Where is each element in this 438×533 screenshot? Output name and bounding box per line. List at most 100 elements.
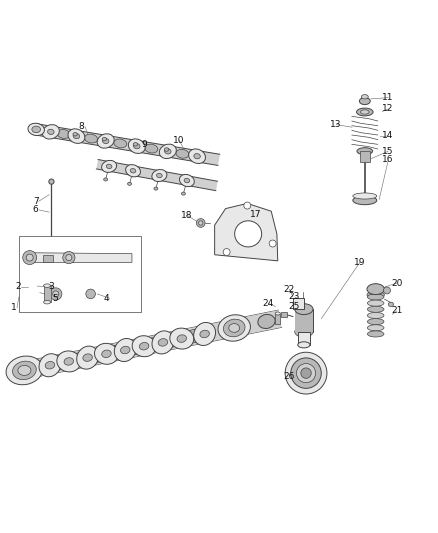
Circle shape xyxy=(66,255,72,261)
Ellipse shape xyxy=(194,154,200,159)
Ellipse shape xyxy=(223,319,245,337)
Ellipse shape xyxy=(39,354,61,377)
Ellipse shape xyxy=(32,126,41,133)
Ellipse shape xyxy=(184,179,190,183)
Ellipse shape xyxy=(73,133,80,139)
Circle shape xyxy=(269,240,276,247)
Circle shape xyxy=(63,252,75,264)
Ellipse shape xyxy=(95,343,118,364)
Text: 3: 3 xyxy=(48,282,54,292)
Ellipse shape xyxy=(127,182,131,185)
Text: 7: 7 xyxy=(33,197,39,206)
Ellipse shape xyxy=(145,338,162,351)
Ellipse shape xyxy=(367,300,384,306)
Ellipse shape xyxy=(18,366,31,375)
Ellipse shape xyxy=(353,193,377,199)
Ellipse shape xyxy=(367,284,385,295)
Ellipse shape xyxy=(164,148,169,151)
Polygon shape xyxy=(215,204,278,261)
Ellipse shape xyxy=(152,169,167,182)
Ellipse shape xyxy=(44,301,50,304)
Text: 17: 17 xyxy=(250,210,261,219)
Bar xyxy=(275,313,280,324)
Ellipse shape xyxy=(152,331,174,354)
Ellipse shape xyxy=(48,129,54,134)
Circle shape xyxy=(244,202,251,209)
Bar xyxy=(281,312,287,317)
Polygon shape xyxy=(9,310,282,382)
Ellipse shape xyxy=(165,149,171,154)
Ellipse shape xyxy=(159,144,177,158)
Ellipse shape xyxy=(361,94,368,99)
Ellipse shape xyxy=(359,98,370,104)
Ellipse shape xyxy=(357,108,373,116)
Text: 19: 19 xyxy=(354,257,365,266)
Circle shape xyxy=(49,288,62,300)
Ellipse shape xyxy=(70,353,87,366)
Ellipse shape xyxy=(13,361,36,379)
Circle shape xyxy=(196,219,205,228)
Ellipse shape xyxy=(77,346,99,369)
Polygon shape xyxy=(25,253,132,262)
Ellipse shape xyxy=(295,326,313,337)
Bar xyxy=(44,286,50,302)
Ellipse shape xyxy=(128,139,145,154)
Text: 10: 10 xyxy=(173,136,185,145)
Circle shape xyxy=(86,289,95,298)
Ellipse shape xyxy=(181,192,185,195)
Ellipse shape xyxy=(389,302,393,306)
Ellipse shape xyxy=(156,173,162,177)
Text: 8: 8 xyxy=(79,122,85,131)
Ellipse shape xyxy=(367,331,384,337)
Ellipse shape xyxy=(102,138,106,141)
Text: 21: 21 xyxy=(391,306,402,316)
Text: 24: 24 xyxy=(262,299,274,308)
Circle shape xyxy=(23,251,37,264)
Ellipse shape xyxy=(189,149,205,164)
Ellipse shape xyxy=(145,144,158,153)
Ellipse shape xyxy=(360,110,369,114)
Text: 1: 1 xyxy=(11,303,17,312)
Text: 4: 4 xyxy=(104,294,110,303)
Circle shape xyxy=(285,352,327,394)
Ellipse shape xyxy=(367,325,384,331)
Bar xyxy=(293,298,304,309)
Ellipse shape xyxy=(57,351,81,372)
Text: 23: 23 xyxy=(289,293,300,302)
Ellipse shape xyxy=(114,139,127,148)
Ellipse shape xyxy=(295,304,313,314)
Ellipse shape xyxy=(102,139,109,143)
Ellipse shape xyxy=(132,336,156,357)
Ellipse shape xyxy=(164,334,181,347)
Text: 22: 22 xyxy=(283,285,295,294)
Ellipse shape xyxy=(102,160,117,172)
Ellipse shape xyxy=(102,350,111,358)
Ellipse shape xyxy=(85,134,98,143)
Ellipse shape xyxy=(83,354,92,361)
Ellipse shape xyxy=(170,328,194,349)
Ellipse shape xyxy=(235,221,261,247)
Ellipse shape xyxy=(367,292,385,298)
Text: 26: 26 xyxy=(283,372,295,381)
Circle shape xyxy=(384,287,391,294)
Text: 6: 6 xyxy=(33,205,39,214)
Ellipse shape xyxy=(176,149,189,158)
Polygon shape xyxy=(35,124,220,165)
Circle shape xyxy=(198,221,203,225)
Ellipse shape xyxy=(130,168,136,173)
Text: 14: 14 xyxy=(382,132,394,140)
Circle shape xyxy=(297,364,316,383)
Ellipse shape xyxy=(367,306,384,312)
Text: 12: 12 xyxy=(382,104,394,114)
Ellipse shape xyxy=(120,346,130,354)
Ellipse shape xyxy=(158,338,168,346)
Text: 11: 11 xyxy=(382,93,394,102)
Ellipse shape xyxy=(218,315,251,341)
Ellipse shape xyxy=(275,312,280,315)
Circle shape xyxy=(223,248,230,255)
Polygon shape xyxy=(43,255,53,262)
Text: 18: 18 xyxy=(181,211,192,220)
Bar xyxy=(295,309,313,332)
Text: 15: 15 xyxy=(382,147,394,156)
Ellipse shape xyxy=(88,349,106,362)
